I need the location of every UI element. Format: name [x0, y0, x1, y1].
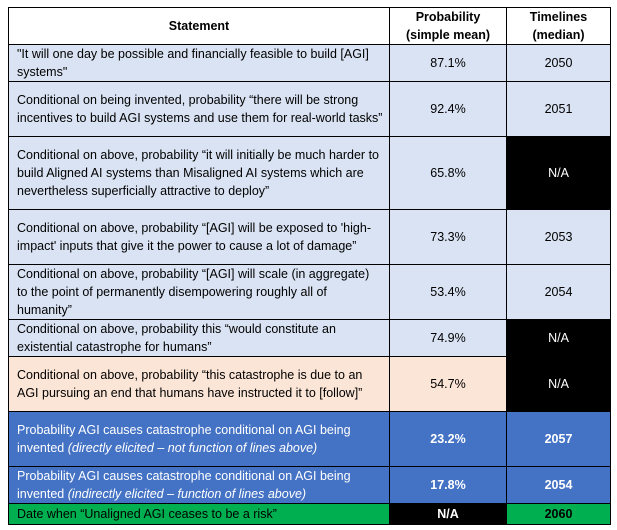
statement-text: Probability AGI causes catastrophe condi…	[17, 469, 351, 501]
table-row: Conditional on being invented, probabili…	[8, 81, 611, 137]
probability-cell: 54.7%	[389, 356, 507, 412]
table-row: Conditional on above, probability “this …	[8, 356, 611, 412]
probability-cell: N/A	[389, 503, 507, 525]
timeline-cell: 2051	[506, 81, 611, 137]
timeline-cell: 2054	[506, 466, 611, 504]
statement-cell: Conditional on being invented, probabili…	[8, 81, 390, 137]
probability-cell: 87.1%	[389, 44, 507, 82]
statement-note: (indirectly elicited – function of lines…	[67, 487, 307, 501]
header-row: Statement Probability (simple mean) Time…	[8, 7, 611, 45]
timeline-cell: 2053	[506, 209, 611, 265]
statement-cell: Conditional on above, probability “[AGI]…	[8, 264, 390, 320]
statement-cell: Conditional on above, probability “it wi…	[8, 136, 390, 210]
timeline-cell: 2057	[506, 411, 611, 467]
header-probability: Probability (simple mean)	[389, 7, 507, 45]
table-row: "It will one day be possible and financi…	[8, 44, 611, 82]
timeline-cell: 2050	[506, 44, 611, 82]
probability-cell: 92.4%	[389, 81, 507, 137]
table-row: Conditional on above, probability “[AGI]…	[8, 209, 611, 265]
probability-cell: 53.4%	[389, 264, 507, 320]
statement-note: (directly elicited – not function of lin…	[67, 441, 318, 455]
header-timelines-text: Timelines (median)	[529, 10, 588, 42]
probability-cell: 23.2%	[389, 411, 507, 467]
timeline-cell: N/A	[506, 356, 611, 412]
statement-text: Probability AGI causes catastrophe condi…	[17, 423, 351, 455]
timeline-cell: N/A	[506, 319, 611, 357]
timeline-cell: 2054	[506, 264, 611, 320]
header-statement: Statement	[8, 7, 390, 45]
statement-cell: Conditional on above, probability “[AGI]…	[8, 209, 390, 265]
timeline-cell: 2060	[506, 503, 611, 525]
probability-cell: 73.3%	[389, 209, 507, 265]
timeline-cell: N/A	[506, 136, 611, 210]
table-row: Probability AGI causes catastrophe condi…	[8, 411, 611, 467]
table-row: Conditional on above, probability “[AGI]…	[8, 264, 611, 320]
probability-cell: 17.8%	[389, 466, 507, 504]
statement-cell: Probability AGI causes catastrophe condi…	[8, 466, 390, 504]
table-row: Date when “Unaligned AGI ceases to be a …	[8, 503, 611, 525]
table-row: Conditional on above, probability this “…	[8, 319, 611, 357]
header-probability-text: Probability (simple mean)	[405, 10, 491, 42]
statement-cell: Date when “Unaligned AGI ceases to be a …	[8, 503, 390, 525]
statement-cell: "It will one day be possible and financi…	[8, 44, 390, 82]
probability-cell: 74.9%	[389, 319, 507, 357]
statement-cell: Conditional on above, probability “this …	[8, 356, 390, 412]
probability-cell: 65.8%	[389, 136, 507, 210]
header-timelines: Timelines (median)	[506, 7, 611, 45]
statement-cell: Probability AGI causes catastrophe condi…	[8, 411, 390, 467]
table-row: Probability AGI causes catastrophe condi…	[8, 466, 611, 504]
agi-risk-table: Statement Probability (simple mean) Time…	[8, 7, 611, 525]
table-row: Conditional on above, probability “it wi…	[8, 136, 611, 210]
statement-cell: Conditional on above, probability this “…	[8, 319, 390, 357]
